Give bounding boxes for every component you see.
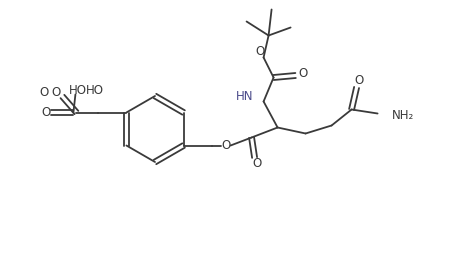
Text: O: O <box>221 139 230 152</box>
Text: O: O <box>354 74 363 87</box>
Text: O: O <box>42 106 51 119</box>
Text: O: O <box>298 67 307 80</box>
Text: HN: HN <box>236 90 254 103</box>
Text: HO: HO <box>86 84 104 97</box>
Text: HO: HO <box>68 84 86 97</box>
Text: O: O <box>52 86 61 99</box>
Text: O: O <box>252 157 261 170</box>
Text: O: O <box>255 45 264 58</box>
Text: O: O <box>40 86 49 99</box>
Text: NH₂: NH₂ <box>392 109 414 122</box>
